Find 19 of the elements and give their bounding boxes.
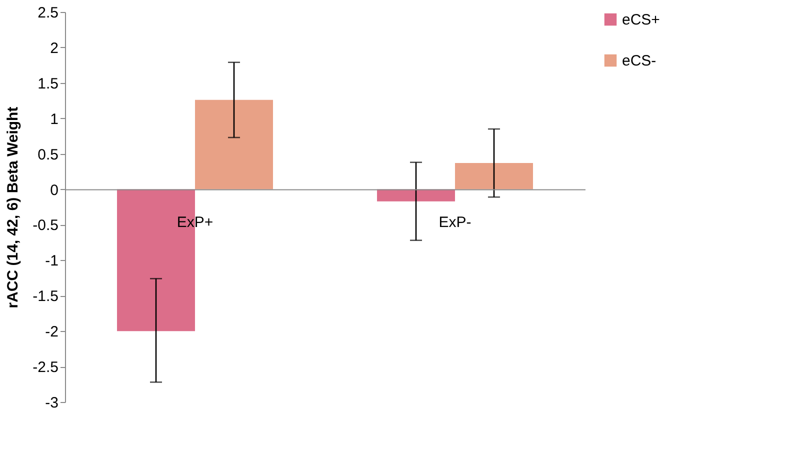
legend-label: eCS- xyxy=(622,52,656,70)
y-axis-title: rACC (14, 42, 6) Beta Weight xyxy=(4,106,22,308)
y-tick-label: 2 xyxy=(50,40,58,57)
bar xyxy=(455,163,533,190)
y-tick-label: 1 xyxy=(50,110,58,128)
x-tick-label: ExP- xyxy=(438,214,472,231)
bar xyxy=(195,100,273,190)
y-tick-label: 2.5 xyxy=(38,4,58,22)
legend-label: eCS+ xyxy=(622,12,660,28)
y-tick-label: 0.5 xyxy=(38,146,58,164)
bar xyxy=(377,189,455,202)
y-tick-label: -2.5 xyxy=(32,359,58,376)
y-tick-label: -1.5 xyxy=(32,288,58,306)
y-tick-label: 1.5 xyxy=(38,75,58,92)
y-tick-label: 0 xyxy=(50,182,58,199)
y-tick-label: -1 xyxy=(45,252,58,270)
y-tick-label: -3 xyxy=(45,394,58,412)
y-tick-label: -2 xyxy=(45,324,58,341)
y-tick-label: -0.5 xyxy=(32,217,58,234)
